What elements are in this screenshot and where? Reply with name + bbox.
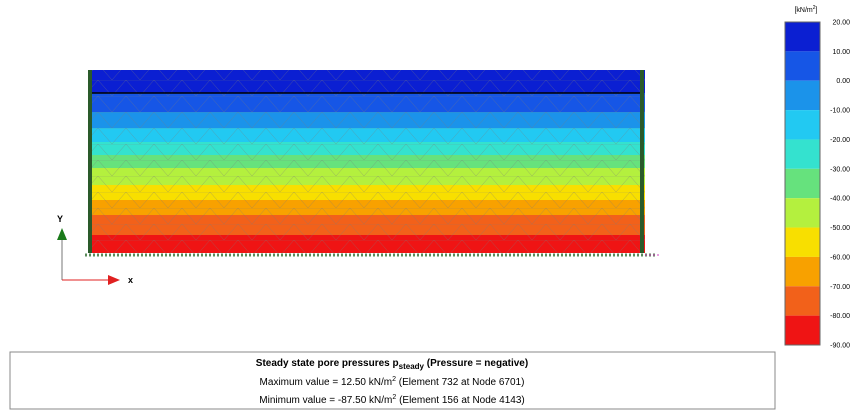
legend-band bbox=[785, 22, 820, 52]
legend-tick-label: 0.00 bbox=[836, 78, 850, 85]
legend-unit: [kN/m2] bbox=[794, 5, 817, 14]
legend-tick-label: -70.00 bbox=[830, 284, 850, 291]
caption-box bbox=[9, 351, 776, 410]
legend-tick-label: 20.00 bbox=[832, 20, 850, 27]
max-sup: 2 bbox=[392, 376, 396, 383]
unit-sup: 2 bbox=[813, 5, 816, 11]
unit-end: ] bbox=[816, 7, 818, 14]
legend-tick-label: -10.00 bbox=[830, 108, 850, 115]
title-text: Steady state pore pressures p bbox=[256, 358, 399, 369]
legend-band bbox=[785, 110, 820, 140]
mesh bbox=[88, 70, 645, 253]
y-arrowhead bbox=[57, 228, 67, 240]
min-end: (Element 156 at Node 4143) bbox=[396, 395, 524, 406]
y-axis-label: Y bbox=[57, 214, 63, 224]
title-end: (Pressure = negative) bbox=[424, 358, 528, 369]
legend-tick-label: -20.00 bbox=[830, 137, 850, 144]
max-text: Maximum value = 12.50 kN/m bbox=[260, 377, 393, 388]
legend-band bbox=[785, 168, 820, 199]
legend-band bbox=[785, 198, 820, 228]
caption-min: Minimum value = -87.50 kN/m2 (Element 15… bbox=[259, 394, 524, 406]
right-boundary bbox=[640, 70, 644, 253]
x-arrowhead bbox=[108, 275, 120, 285]
legend-band bbox=[785, 256, 820, 287]
max-end: (Element 732 at Node 6701) bbox=[396, 377, 524, 388]
legend-tick-label: -50.00 bbox=[830, 225, 850, 232]
unit-text: [kN/m bbox=[794, 7, 812, 14]
caption-max: Maximum value = 12.50 kN/m2 (Element 732… bbox=[260, 376, 525, 388]
legend-band bbox=[785, 139, 820, 169]
left-boundary bbox=[88, 70, 92, 253]
legend-tick-label: -80.00 bbox=[830, 313, 850, 320]
legend-tick-label: -90.00 bbox=[830, 343, 850, 350]
legend-frame bbox=[784, 21, 821, 346]
legend-band bbox=[785, 51, 820, 81]
title-sub: steady bbox=[399, 362, 425, 371]
legend-tick-label: 10.00 bbox=[832, 49, 850, 56]
legend: 20.00 10.00 0.00 -10.00 -20.00 -30.00 -40.00 -5… bbox=[784, 20, 850, 350]
legend-band bbox=[785, 286, 820, 316]
x-axis-label: x bbox=[128, 275, 133, 285]
min-text: Minimum value = -87.50 kN/m bbox=[259, 395, 392, 406]
legend-band bbox=[785, 315, 820, 345]
legend-tick-label: -60.00 bbox=[830, 254, 850, 261]
caption-title: Steady state pore pressures psteady (Pre… bbox=[256, 358, 528, 371]
legend-tick-label: -40.00 bbox=[830, 196, 850, 203]
legend-band bbox=[785, 227, 820, 257]
legend-band bbox=[785, 80, 820, 111]
legend-tick-label: -30.00 bbox=[830, 166, 850, 173]
min-sup: 2 bbox=[392, 394, 396, 401]
